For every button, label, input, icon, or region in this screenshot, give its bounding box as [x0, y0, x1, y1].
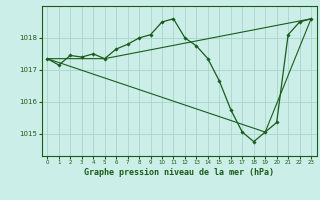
X-axis label: Graphe pression niveau de la mer (hPa): Graphe pression niveau de la mer (hPa) — [84, 168, 274, 177]
